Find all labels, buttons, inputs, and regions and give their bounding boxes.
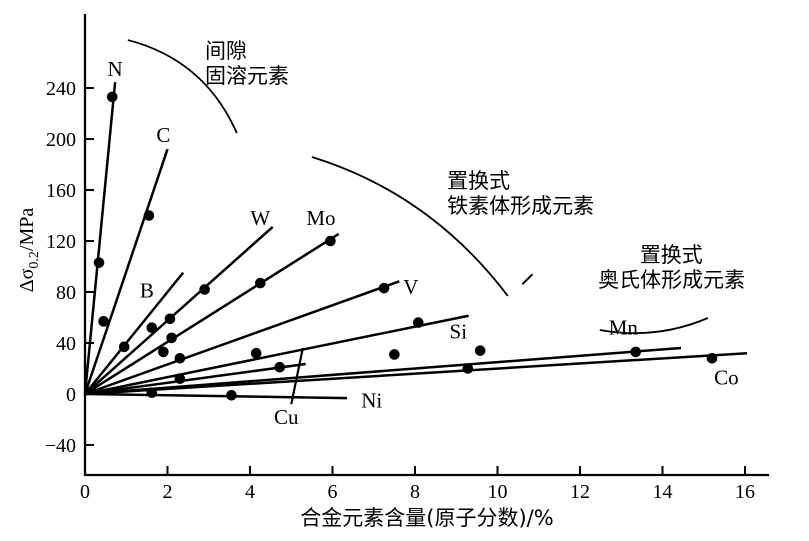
y-tick-label: 160 [46, 180, 76, 202]
x-tick-label: 16 [735, 481, 755, 503]
data-point-Cu [174, 373, 186, 385]
group-braces [127, 39, 709, 334]
data-point-Ni [226, 389, 237, 401]
series-line-Mo [84, 232, 340, 396]
series-line-C [83, 148, 169, 395]
data-point-W [164, 313, 176, 325]
series-line-Ni [84, 392, 347, 400]
data-point-Mn [630, 346, 641, 358]
data-point-W [199, 284, 210, 295]
series-N: N [83, 57, 123, 395]
data-point-C [143, 210, 155, 221]
y-ticks: −40 0 40 80 120 160 200 240 [45, 78, 94, 457]
data-point-Co [462, 363, 474, 374]
data-point-N [106, 91, 118, 103]
series-B: B [84, 271, 185, 395]
data-point-Mo [255, 277, 266, 289]
x-tick-label: 2 [163, 481, 173, 503]
group-brace [127, 39, 238, 134]
element-label-Mn: Mn [609, 316, 639, 340]
series-V: V [84, 275, 418, 396]
element-label-Co: Co [714, 365, 739, 389]
group-brace [599, 317, 709, 334]
data-point-Cu [274, 361, 286, 373]
data-point-Si [413, 317, 424, 328]
data-point-Mo [325, 235, 336, 247]
data-point-Mn [389, 349, 400, 360]
leader-lines [290, 347, 304, 405]
series-line-W [84, 226, 274, 395]
group-annotation-text: 铁素体形成元素 [447, 194, 594, 218]
element-label-Ni: Ni [361, 388, 382, 412]
series-line-Co [84, 351, 748, 396]
series-line-B [84, 271, 185, 395]
group-annotation-text: 置换式 [447, 169, 510, 193]
data-point-V [174, 353, 186, 364]
y-tick-label: 200 [46, 129, 76, 151]
element-label-Cu: Cu [274, 405, 299, 429]
leader-line [290, 347, 304, 405]
data-point-N [93, 257, 105, 268]
x-tick-label: 14 [653, 481, 673, 503]
group-annotation-text: 固溶元素 [205, 64, 289, 88]
y-axis-title-text: Δσ0.2/MPa [16, 208, 42, 293]
data-point-B [118, 341, 130, 353]
series-line-Cu [84, 362, 306, 396]
series-Mo: Mo [84, 206, 340, 396]
y-axis-title: Δσ0.2/MPa [16, 208, 42, 293]
x-tick-label: 10 [488, 481, 508, 503]
series-line-V [84, 280, 400, 396]
series-Ni: Ni [84, 387, 382, 412]
group-annotation-text: 奥氏体形成元素 [598, 268, 745, 292]
x-tick-label: 4 [245, 481, 255, 503]
data-point-Si [474, 345, 486, 356]
y-tick-label: 80 [56, 282, 76, 304]
series-line-N [83, 82, 117, 395]
element-label-C: C [156, 123, 170, 147]
x-tick-label: 0 [80, 481, 90, 503]
series-Si: Si [84, 314, 486, 396]
y-tick-label: −40 [45, 435, 76, 457]
group-brace [311, 156, 509, 297]
series-Co: Co [84, 351, 748, 396]
y-tick-label: 120 [46, 231, 76, 253]
x-tick-label: 8 [410, 481, 420, 503]
y-tick-label: 40 [56, 333, 76, 355]
data-point-B [146, 322, 158, 334]
element-label-B: B [140, 279, 154, 303]
data-point-V [378, 282, 390, 294]
data-point-Si [250, 347, 262, 359]
data-point-V [158, 346, 169, 358]
data-point-Ni [146, 387, 158, 399]
series-Mn: Mn [84, 316, 682, 396]
element-label-W: W [250, 206, 270, 230]
small-mark [521, 273, 534, 286]
data-point-C [98, 316, 109, 327]
x-axis-title: 合金元素含量(原子分数)/% [300, 506, 553, 530]
series-line-Si [84, 314, 469, 396]
y-tick-label: 0 [66, 384, 76, 406]
series-line-Mn [84, 346, 682, 396]
x-axis-title-text: 合金元素含量(原子分数)/% [300, 506, 553, 530]
x-tick-label: 12 [570, 481, 590, 503]
data-point-Co [706, 353, 718, 364]
group-annotation-text: 间隙 [205, 39, 247, 63]
marks [521, 273, 534, 286]
group-annotation-text: 置换式 [640, 243, 703, 267]
x-tick-label: 6 [328, 481, 338, 503]
series-W: W [84, 206, 274, 395]
element-label-N: N [108, 57, 123, 81]
series-C: C [83, 123, 170, 395]
element-label-V: V [403, 275, 418, 299]
x-ticks: 0 2 4 6 8 10 12 14 16 [80, 466, 755, 503]
data-point-Mo [166, 332, 177, 344]
element-label-Si: Si [450, 320, 468, 344]
y-tick-label: 240 [46, 78, 76, 100]
series-Cu: Cu [84, 361, 306, 429]
element-label-Mo: Mo [306, 206, 335, 230]
